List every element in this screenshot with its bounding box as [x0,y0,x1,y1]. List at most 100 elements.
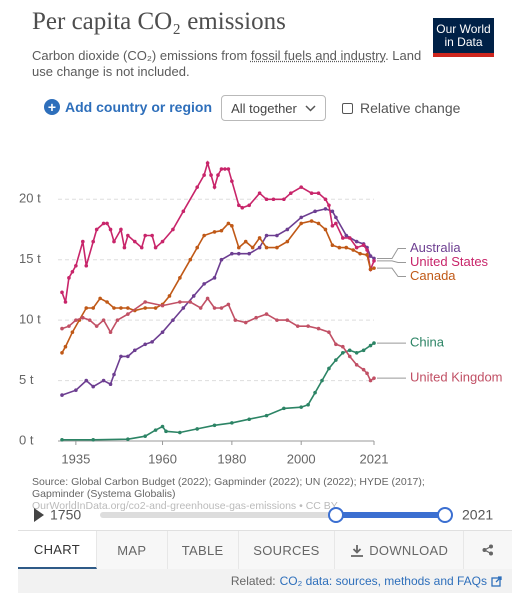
data-point [230,179,234,183]
data-point [341,344,345,349]
dropdown[interactable]: All together [221,95,326,121]
data-point [271,197,276,202]
data-point [372,266,376,270]
play-button[interactable] [34,508,44,522]
data-point [341,236,345,240]
data-point [275,245,279,250]
data-point [334,221,338,226]
data-point [84,378,89,383]
data-point [205,161,210,165]
data-point [361,367,366,372]
data-point [285,318,290,322]
data-point [81,239,85,244]
data-point [347,236,352,240]
label-connector [377,267,406,278]
data-point [67,324,71,328]
data-point [101,378,106,383]
data-point [108,382,113,386]
x-tick-label: 2021 [360,451,389,466]
data-point [63,344,68,349]
data-point [334,215,338,220]
tab[interactable]: CHART [18,531,97,569]
label-connector [377,260,406,264]
data-point [354,239,359,244]
relative-change-checkbox[interactable]: Relative change [342,100,460,116]
data-point [70,330,75,335]
data-point [219,306,224,310]
data-point [91,384,95,389]
data-point [306,324,310,328]
data-point [372,341,376,345]
data-point [171,227,175,232]
data-point [216,173,220,177]
data-point [264,197,269,202]
legend-label: Canada [410,268,456,283]
tab[interactable]: MAP [96,531,168,569]
data-point [115,318,120,322]
data-point [98,296,102,301]
data-point [181,306,186,310]
logo[interactable]: Our World in Data [433,18,494,57]
data-point [330,243,335,247]
data-point [330,209,335,214]
tab[interactable]: TABLE [167,531,239,569]
share-button[interactable] [464,531,512,569]
data-point [316,191,321,196]
checkbox [342,102,353,114]
data-point [160,424,165,429]
y-tick-label: 20 t [19,191,41,206]
data-point [257,191,262,196]
data-point [316,221,321,226]
data-point [351,248,356,252]
data-point [226,302,231,307]
subtitle-text: . Land use change is not included. [32,48,422,79]
data-point [323,207,328,211]
data-point [91,437,95,442]
data-point [212,230,217,234]
data-point [74,263,78,268]
data-point [323,197,328,202]
data-point [257,245,262,250]
data-point [230,251,234,256]
data-point [60,393,64,397]
data-point [264,233,269,238]
data-point [126,233,130,238]
data-point [167,294,172,298]
tab[interactable]: DOWNLOAD [335,531,465,569]
add-country-button[interactable]: + Add country or region [44,99,212,115]
timeline-handle[interactable] [437,507,453,523]
data-point [341,350,345,355]
data-point [247,417,251,422]
data-point [153,428,158,432]
y-tick-label: 10 t [19,312,41,327]
data-point [344,245,349,250]
data-point [91,306,95,310]
data-point [347,348,352,353]
data-point [299,405,304,409]
data-point [223,167,227,171]
tab-bar: CHART MAP TABLE SOURCES DOWNLOAD [18,530,512,570]
timeline-handle[interactable] [328,507,344,523]
subtitle-text: Carbon dioxide (CO₂) emissions from [32,48,251,63]
data-point [212,276,217,280]
data-point [237,245,241,250]
legend-label: United States [410,254,489,269]
subtitle-link[interactable]: fossil fuels and industry [250,48,386,63]
data-point [191,294,196,298]
tab[interactable]: SOURCES [238,531,336,569]
x-tick-label: 1935 [61,451,90,466]
data-point [299,215,304,220]
data-point [143,300,147,304]
related-link[interactable]: CO₂ data: sources, methods and FAQs [279,574,487,588]
data-point [188,257,193,262]
data-point [150,233,154,238]
title: Per capita CO₂ emissions [32,8,286,35]
data-point [105,300,109,304]
timeline-start: 1750 [50,507,81,523]
data-point [327,366,331,371]
data-point [250,245,255,250]
label-connector [377,248,406,259]
data-point [334,342,338,347]
data-point [289,191,293,196]
data-point [327,330,331,335]
